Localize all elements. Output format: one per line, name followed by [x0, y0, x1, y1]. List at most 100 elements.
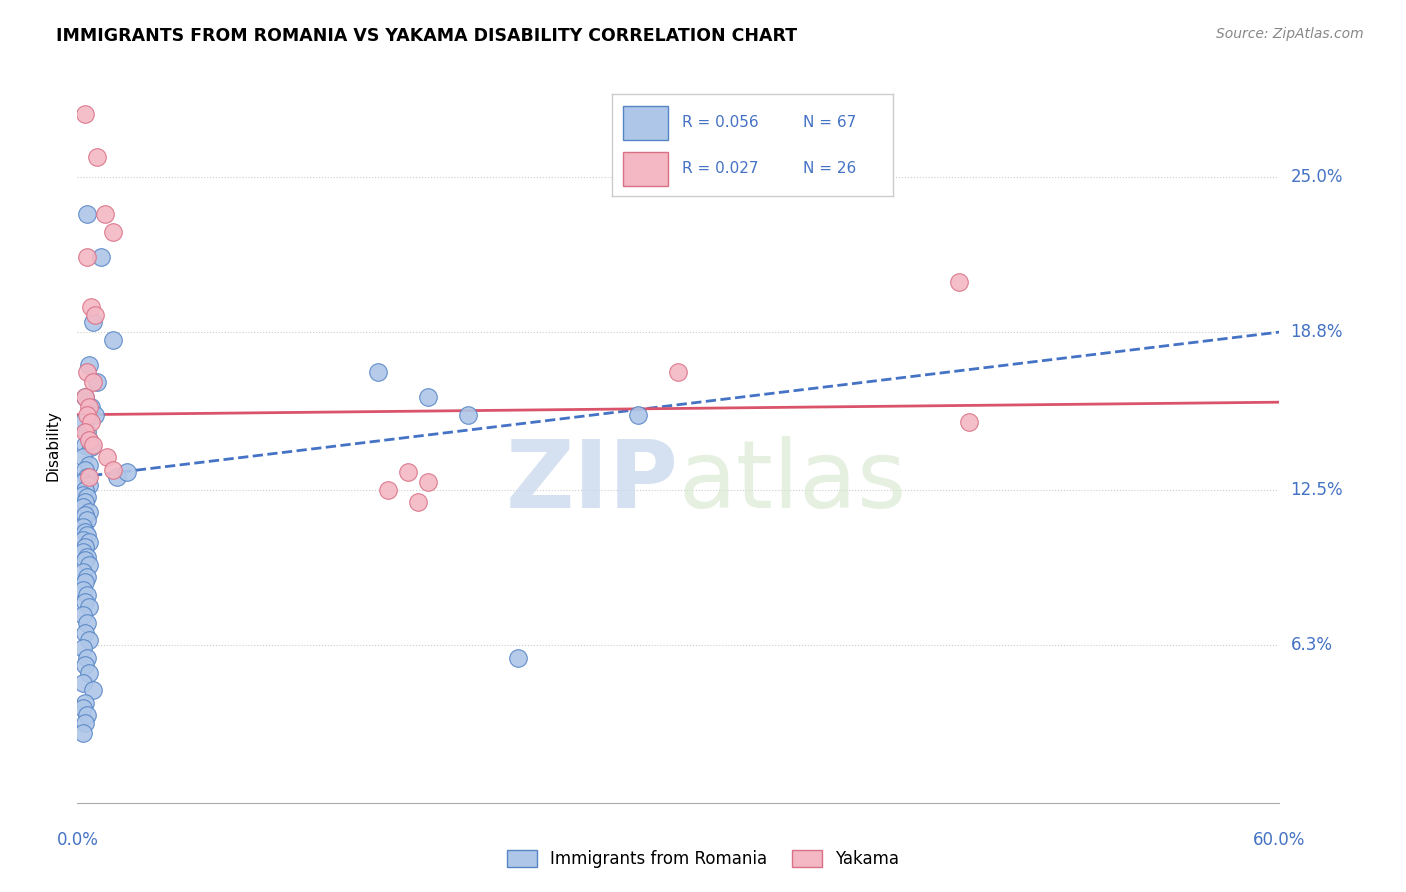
Point: [72, 415, 94, 429]
Point: [79, 558, 101, 572]
Point: [103, 225, 125, 239]
Point: [96, 450, 118, 465]
Text: 25.0%: 25.0%: [1291, 168, 1343, 186]
Point: [76, 570, 98, 584]
Point: [76, 588, 98, 602]
Point: [94, 207, 117, 221]
Text: 12.5%: 12.5%: [1291, 481, 1343, 499]
Point: [80, 440, 103, 454]
Point: [72, 640, 94, 655]
Point: [75, 541, 97, 555]
Point: [75, 390, 97, 404]
Point: [76, 470, 98, 484]
Point: [75, 508, 97, 522]
Point: [75, 553, 97, 567]
Text: N = 67: N = 67: [803, 115, 856, 130]
Point: [627, 408, 650, 422]
Text: 0.0%: 0.0%: [56, 830, 98, 848]
Point: [416, 475, 439, 490]
Point: [79, 478, 101, 492]
Point: [117, 465, 139, 479]
Point: [72, 488, 94, 502]
Text: 60.0%: 60.0%: [1253, 830, 1306, 848]
Legend: Immigrants from Romania, Yakama: Immigrants from Romania, Yakama: [501, 843, 905, 875]
Point: [72, 725, 94, 739]
Text: Source: ZipAtlas.com: Source: ZipAtlas.com: [1216, 27, 1364, 41]
Point: [75, 390, 97, 404]
Point: [72, 475, 94, 490]
Point: [457, 408, 479, 422]
Point: [76, 250, 98, 264]
Point: [90, 250, 112, 264]
Point: [72, 607, 94, 622]
Bar: [623, 153, 668, 186]
Text: IMMIGRANTS FROM ROMANIA VS YAKAMA DISABILITY CORRELATION CHART: IMMIGRANTS FROM ROMANIA VS YAKAMA DISABI…: [56, 27, 797, 45]
Point: [75, 658, 97, 673]
Point: [107, 470, 129, 484]
Point: [75, 715, 97, 730]
Point: [82, 315, 104, 329]
Point: [82, 438, 104, 452]
Point: [79, 633, 101, 648]
Point: [103, 333, 125, 347]
Point: [82, 375, 104, 389]
Point: [416, 390, 439, 404]
Point: [75, 625, 97, 640]
Point: [75, 483, 97, 497]
Point: [75, 495, 97, 509]
Point: [76, 708, 98, 723]
Point: [79, 505, 101, 519]
Point: [72, 675, 94, 690]
Point: [82, 683, 104, 698]
Point: [406, 495, 429, 509]
Point: [80, 300, 103, 314]
Point: [75, 107, 97, 121]
Point: [75, 575, 97, 590]
Point: [668, 365, 690, 379]
Point: [79, 535, 101, 549]
Point: [79, 433, 101, 447]
Point: [75, 595, 97, 609]
Point: [72, 582, 94, 597]
Point: [79, 358, 101, 372]
Point: [76, 491, 98, 505]
Point: [79, 665, 101, 680]
Point: [75, 525, 97, 540]
Point: [79, 400, 101, 414]
Point: [72, 520, 94, 534]
Point: [76, 365, 98, 379]
Point: [79, 600, 101, 615]
Point: [76, 615, 98, 630]
Point: [79, 470, 101, 484]
Point: [508, 650, 530, 665]
Point: [948, 275, 970, 289]
Point: [72, 566, 94, 580]
Text: atlas: atlas: [679, 435, 907, 528]
Text: R = 0.027: R = 0.027: [682, 161, 758, 176]
Point: [367, 365, 389, 379]
Point: [396, 465, 419, 479]
Point: [377, 483, 399, 497]
Point: [72, 450, 94, 465]
Point: [80, 400, 103, 414]
Bar: [623, 106, 668, 140]
Point: [86, 150, 108, 164]
Y-axis label: Disability: Disability: [45, 410, 60, 482]
Point: [79, 433, 101, 447]
Point: [76, 528, 98, 542]
Point: [75, 463, 97, 477]
Point: [79, 458, 101, 472]
Point: [86, 375, 108, 389]
Point: [75, 425, 97, 440]
Point: [72, 533, 94, 547]
Point: [84, 408, 107, 422]
Point: [76, 513, 98, 527]
Point: [80, 415, 103, 429]
Point: [72, 500, 94, 515]
Point: [72, 545, 94, 559]
Text: N = 26: N = 26: [803, 161, 856, 176]
Point: [72, 700, 94, 714]
Text: 6.3%: 6.3%: [1291, 636, 1333, 654]
Point: [84, 308, 107, 322]
Point: [103, 463, 125, 477]
